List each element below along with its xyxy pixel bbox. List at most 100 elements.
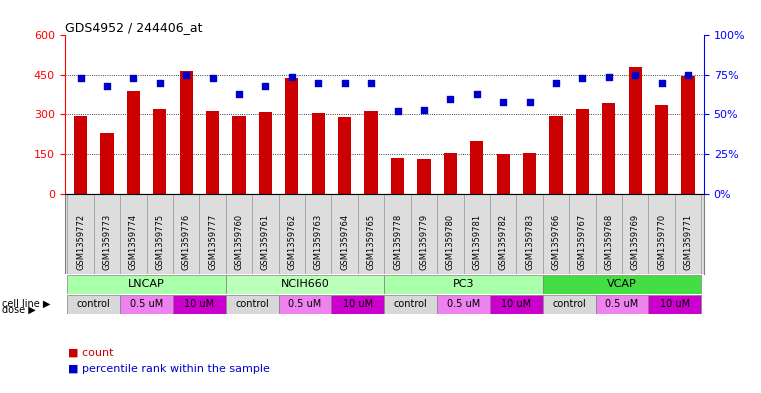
Text: GSM1359769: GSM1359769 <box>631 214 640 270</box>
Bar <box>67 295 120 314</box>
Bar <box>596 295 648 314</box>
Text: 0.5 uM: 0.5 uM <box>288 299 322 309</box>
Text: cell line ▶: cell line ▶ <box>2 298 51 309</box>
Point <box>682 72 694 78</box>
Point <box>603 73 615 80</box>
Text: PC3: PC3 <box>453 279 474 289</box>
Point <box>497 99 509 105</box>
Text: GSM1359770: GSM1359770 <box>658 214 666 270</box>
Text: 10 uM: 10 uM <box>342 299 373 309</box>
Point <box>524 99 536 105</box>
Text: GSM1359783: GSM1359783 <box>525 214 534 270</box>
Point <box>655 80 667 86</box>
Text: GSM1359768: GSM1359768 <box>604 214 613 270</box>
Bar <box>490 295 543 314</box>
Text: 10 uM: 10 uM <box>501 299 531 309</box>
Bar <box>384 295 437 314</box>
Point <box>127 75 139 81</box>
Bar <box>120 295 173 314</box>
Bar <box>576 109 589 194</box>
Text: VCAP: VCAP <box>607 279 637 289</box>
Text: GSM1359766: GSM1359766 <box>552 214 561 270</box>
Text: GSM1359782: GSM1359782 <box>498 214 508 270</box>
Bar <box>523 153 537 194</box>
Point <box>391 108 403 114</box>
Bar <box>74 116 88 194</box>
Bar <box>655 105 668 194</box>
Text: GSM1359776: GSM1359776 <box>182 214 191 270</box>
Text: GSM1359761: GSM1359761 <box>261 214 270 270</box>
Point <box>101 83 113 89</box>
Bar <box>285 77 298 194</box>
Point <box>206 75 218 81</box>
Text: GSM1359773: GSM1359773 <box>103 214 111 270</box>
Text: GSM1359771: GSM1359771 <box>683 214 693 270</box>
Bar <box>259 112 272 194</box>
Bar <box>444 153 457 194</box>
Bar <box>338 117 352 194</box>
Bar <box>648 295 702 314</box>
Bar <box>312 113 325 194</box>
Bar <box>602 103 616 194</box>
Text: GSM1359777: GSM1359777 <box>208 214 217 270</box>
Text: GSM1359780: GSM1359780 <box>446 214 455 270</box>
Bar <box>153 109 167 194</box>
Point <box>260 83 272 89</box>
Text: GSM1359763: GSM1359763 <box>314 214 323 270</box>
Bar <box>173 295 226 314</box>
Bar <box>365 110 377 194</box>
Bar <box>332 295 384 314</box>
Bar <box>232 116 246 194</box>
Point <box>365 80 377 86</box>
Text: GSM1359774: GSM1359774 <box>129 214 138 270</box>
Text: GSM1359772: GSM1359772 <box>76 214 85 270</box>
Bar <box>226 275 384 294</box>
Text: GSM1359762: GSM1359762 <box>288 214 296 270</box>
Point <box>576 75 588 81</box>
Text: control: control <box>235 299 269 309</box>
Text: ■ percentile rank within the sample: ■ percentile rank within the sample <box>68 364 270 373</box>
Bar <box>437 295 490 314</box>
Bar <box>206 110 219 194</box>
Bar <box>629 67 642 194</box>
Text: 10 uM: 10 uM <box>184 299 215 309</box>
Text: 0.5 uM: 0.5 uM <box>130 299 163 309</box>
Bar <box>497 154 510 194</box>
Bar <box>391 158 404 194</box>
Text: control: control <box>552 299 586 309</box>
Bar <box>417 159 431 194</box>
Bar <box>279 295 332 314</box>
Text: control: control <box>77 299 110 309</box>
Point <box>75 75 87 81</box>
Text: 0.5 uM: 0.5 uM <box>447 299 480 309</box>
Point <box>550 80 562 86</box>
Bar <box>100 133 113 194</box>
Bar <box>543 295 596 314</box>
Point <box>180 72 193 78</box>
Bar <box>470 141 483 194</box>
Text: GDS4952 / 244406_at: GDS4952 / 244406_at <box>65 21 202 34</box>
Bar <box>543 275 702 294</box>
Text: NCIH660: NCIH660 <box>281 279 330 289</box>
Text: 0.5 uM: 0.5 uM <box>606 299 638 309</box>
Point <box>154 80 166 86</box>
Text: control: control <box>394 299 428 309</box>
Text: LNCAP: LNCAP <box>128 279 165 289</box>
Point <box>629 72 642 78</box>
Bar <box>127 91 140 194</box>
Point <box>233 91 245 97</box>
Point <box>312 80 324 86</box>
Text: GSM1359775: GSM1359775 <box>155 214 164 270</box>
Text: GSM1359764: GSM1359764 <box>340 214 349 270</box>
Bar <box>549 116 562 194</box>
Bar <box>226 295 279 314</box>
Point <box>339 80 351 86</box>
Text: 10 uM: 10 uM <box>660 299 690 309</box>
Text: ■ count: ■ count <box>68 348 114 358</box>
Text: GSM1359760: GSM1359760 <box>234 214 244 270</box>
Text: GSM1359778: GSM1359778 <box>393 214 402 270</box>
Point <box>444 95 457 102</box>
Text: GSM1359765: GSM1359765 <box>367 214 376 270</box>
Bar <box>67 275 226 294</box>
Bar <box>384 275 543 294</box>
